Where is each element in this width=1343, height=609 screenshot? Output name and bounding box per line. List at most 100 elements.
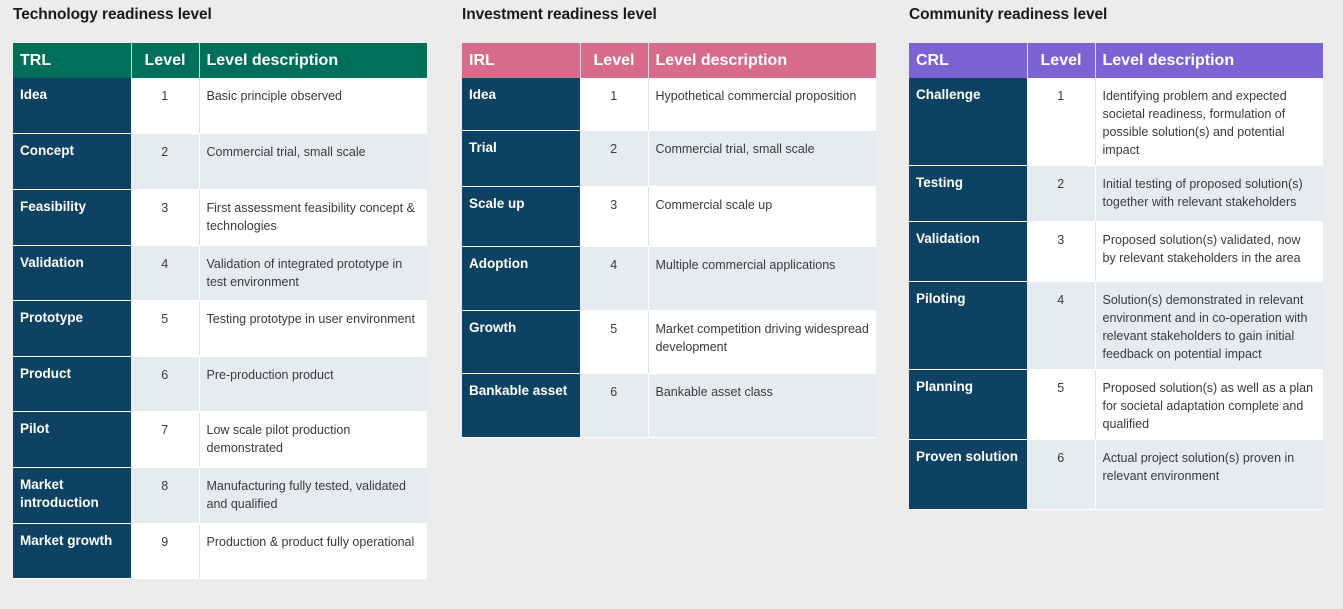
row-level: 3 [1027, 221, 1096, 282]
row-level: 2 [1027, 165, 1096, 222]
row-description: Pre-production product [199, 356, 427, 412]
table-row: Market growth 9 Production & product ful… [13, 523, 427, 579]
row-description: Proposed solution(s) as well as a plan f… [1095, 369, 1323, 440]
row-name: Piloting [909, 281, 1027, 370]
row-level: 2 [131, 133, 200, 190]
row-level: 4 [580, 246, 649, 311]
row-description: Solution(s) demonstrated in relevant env… [1095, 281, 1323, 370]
table-row: Planning 5 Proposed solution(s) as well … [909, 369, 1323, 440]
row-name: Trial [462, 130, 580, 187]
row-level: 9 [131, 523, 200, 579]
column-header: Level [1027, 43, 1096, 78]
table-row: Adoption 4 Multiple commercial applicati… [462, 246, 876, 311]
row-level: 6 [580, 373, 649, 438]
table-row: Concept 2 Commercial trial, small scale [13, 133, 427, 190]
column-header: Level [131, 43, 200, 78]
row-name: Bankable asset [462, 373, 580, 438]
table-row: Pilot 7 Low scale pilot production demon… [13, 411, 427, 468]
column-header: CRL [909, 43, 1028, 78]
row-name: Market growth [13, 523, 131, 579]
row-description: Validation of integrated prototype in te… [199, 245, 427, 301]
row-level: 3 [131, 189, 200, 246]
table-row: Idea 1 Basic principle observed [13, 78, 427, 134]
table-row: Idea 1 Hypothetical commercial propositi… [462, 78, 876, 131]
row-level: 2 [580, 130, 649, 187]
row-level: 6 [1027, 439, 1096, 510]
table-row: Bankable asset 6 Bankable asset class [462, 373, 876, 438]
column-header: Level description [206, 51, 339, 69]
row-level: 3 [580, 186, 649, 247]
irl-table: IRL Level Level description Idea 1 Hypot… [462, 43, 876, 438]
row-name: Idea [462, 78, 580, 131]
row-name: Concept [13, 133, 131, 190]
panel-title: Technology readiness level [13, 6, 212, 23]
table-row: Proven solution 6 Actual project solutio… [909, 439, 1323, 510]
table-header: CRL Level Level description [909, 43, 1323, 78]
table-row: Validation 3 Proposed solution(s) valida… [909, 221, 1323, 282]
row-description: Commercial trial, small scale [648, 130, 876, 187]
row-description: Production & product fully operational [199, 523, 427, 579]
row-description: Low scale pilot production demonstrated [199, 411, 427, 468]
row-description: Market competition driving widespread de… [648, 310, 876, 374]
row-description: Identifying problem and expected societa… [1095, 78, 1323, 166]
row-description: Testing prototype in user environment [199, 300, 427, 357]
table-row: Product 6 Pre-production product [13, 356, 427, 412]
row-level: 8 [131, 467, 200, 524]
row-name: Feasibility [13, 189, 131, 246]
column-header: Level description [655, 51, 788, 69]
row-name: Growth [462, 310, 580, 374]
row-name: Challenge [909, 78, 1027, 166]
table-row: Challenge 1 Identifying problem and expe… [909, 78, 1323, 166]
column-header: TRL [13, 43, 132, 78]
row-description: First assessment feasibility concept & t… [199, 189, 427, 246]
panel-title: Community readiness level [909, 6, 1108, 23]
table-row: Trial 2 Commercial trial, small scale [462, 130, 876, 187]
table-row: Scale up 3 Commercial scale up [462, 186, 876, 247]
panel-title: Investment readiness level [462, 6, 657, 23]
table-row: Feasibility 3 First assessment feasibili… [13, 189, 427, 246]
row-name: Pilot [13, 411, 131, 468]
table-row: Testing 2 Initial testing of proposed so… [909, 165, 1323, 222]
row-name: Adoption [462, 246, 580, 311]
row-name: Proven solution [909, 439, 1027, 510]
row-description: Commercial trial, small scale [199, 133, 427, 190]
row-description: Basic principle observed [199, 78, 427, 134]
table-row: Validation 4 Validation of integrated pr… [13, 245, 427, 301]
row-name: Testing [909, 165, 1027, 222]
trl-table: TRL Level Level description Idea 1 Basic… [13, 43, 427, 579]
row-level: 1 [1027, 78, 1096, 166]
row-level: 4 [131, 245, 200, 301]
row-name: Scale up [462, 186, 580, 247]
table-row: Prototype 5 Testing prototype in user en… [13, 300, 427, 357]
column-header: IRL [462, 43, 581, 78]
row-level: 5 [1027, 369, 1096, 440]
table-header: TRL Level Level description [13, 43, 427, 78]
row-level: 1 [131, 78, 200, 134]
row-level: 5 [131, 300, 200, 357]
row-description: Initial testing of proposed solution(s) … [1095, 165, 1323, 222]
row-description: Multiple commercial applications [648, 246, 876, 311]
row-description: Commercial scale up [648, 186, 876, 247]
table-row: Piloting 4 Solution(s) demonstrated in r… [909, 281, 1323, 370]
row-description: Bankable asset class [648, 373, 876, 438]
row-level: 4 [1027, 281, 1096, 370]
row-name: Product [13, 356, 131, 412]
row-name: Idea [13, 78, 131, 134]
row-description: Manufacturing fully tested, validated an… [199, 467, 427, 524]
row-description: Hypothetical commercial proposition [648, 78, 876, 131]
row-level: 5 [580, 310, 649, 374]
table-header: IRL Level Level description [462, 43, 876, 78]
row-name: Prototype [13, 300, 131, 357]
row-level: 1 [580, 78, 649, 131]
table-row: Market introduction 8 Manufacturing full… [13, 467, 427, 524]
row-level: 7 [131, 411, 200, 468]
row-name: Planning [909, 369, 1027, 440]
table-row: Growth 5 Market competition driving wide… [462, 310, 876, 374]
crl-table: CRL Level Level description Challenge 1 … [909, 43, 1323, 510]
row-level: 6 [131, 356, 200, 412]
column-header: Level [580, 43, 649, 78]
row-name: Market introduction [13, 467, 131, 524]
row-name: Validation [909, 221, 1027, 282]
column-header: Level description [1102, 51, 1235, 69]
row-name: Validation [13, 245, 131, 301]
